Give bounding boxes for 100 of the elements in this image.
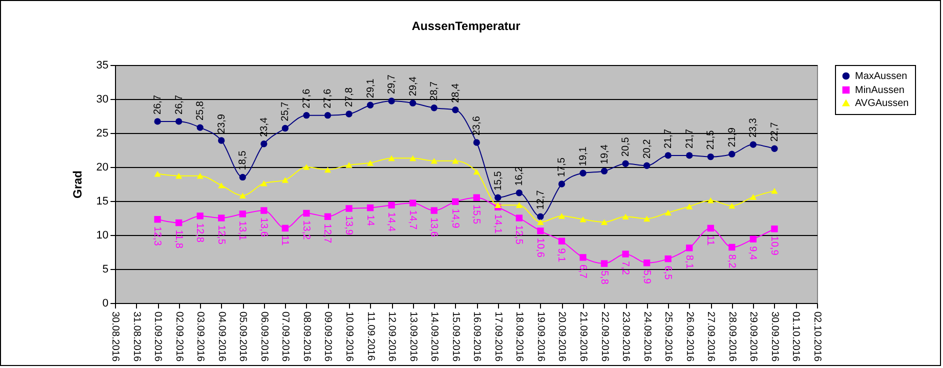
- x-tick-label: 28.09.2016: [726, 312, 738, 362]
- point: [580, 254, 586, 261]
- data-label: 14,1: [492, 214, 503, 234]
- data-label: 6,7: [577, 264, 588, 279]
- data-label: 11,8: [172, 230, 184, 249]
- point: [771, 145, 778, 152]
- point: [728, 244, 736, 251]
- point: [558, 180, 566, 188]
- point: [600, 219, 608, 225]
- point: [622, 160, 629, 167]
- x-tick-label: 02.10.2016: [812, 312, 822, 362]
- x-tick-label: 21.09.2016: [578, 312, 588, 362]
- data-label: 11: [279, 235, 290, 246]
- y-tick-label: 10: [96, 230, 108, 242]
- point: [516, 189, 523, 196]
- x-tick-label: 13.09.2016: [407, 312, 418, 362]
- point: [643, 162, 650, 169]
- point: [239, 192, 246, 198]
- point: [282, 177, 289, 183]
- point: [664, 152, 672, 159]
- point: [600, 168, 608, 174]
- x-tick-label: 06.09.2016: [258, 312, 270, 362]
- data-label: 14: [364, 214, 376, 226]
- data-label: 13,6: [258, 218, 269, 238]
- point: [260, 207, 268, 214]
- data-label: 26,7: [174, 94, 185, 114]
- point: [303, 164, 310, 170]
- x-tick-label: 02.09.2016: [173, 312, 184, 362]
- point: [430, 158, 438, 164]
- point: [750, 236, 757, 242]
- point: [430, 104, 438, 112]
- point: [516, 214, 523, 222]
- data-label: 6,5: [662, 266, 674, 280]
- x-tick-label: 17.09.2016: [492, 312, 504, 362]
- data-label: 14,9: [449, 208, 460, 229]
- x-tick-label: 27.09.2016: [705, 312, 716, 362]
- x-tick-label: 08.09.2016: [300, 312, 312, 362]
- x-tick-label: 01.10.2016: [790, 312, 802, 362]
- data-label: 8,2: [726, 254, 737, 269]
- data-label: 11: [704, 235, 716, 246]
- x-tick-label: 25.09.2016: [662, 312, 674, 362]
- x-tick-label: 24.09.2016: [641, 312, 652, 362]
- point: [409, 100, 416, 106]
- point: [686, 152, 693, 159]
- x-tick-label: 23.09.2016: [620, 312, 632, 362]
- data-label: 26,7: [152, 94, 164, 114]
- x-tick-label: 03.09.2016: [194, 312, 206, 362]
- point: [324, 166, 332, 173]
- point: [580, 216, 586, 222]
- point: [664, 210, 672, 216]
- data-label: 14,7: [406, 210, 418, 230]
- point: [537, 228, 544, 234]
- x-tick-label: 30.08.2016: [110, 312, 120, 362]
- point: [750, 194, 757, 200]
- point: [558, 213, 566, 219]
- point: [728, 202, 736, 209]
- point: [494, 194, 502, 201]
- point: [239, 174, 246, 181]
- point: [282, 224, 289, 232]
- point: [346, 162, 352, 168]
- point: [686, 244, 693, 252]
- point: [154, 118, 161, 125]
- point: [324, 112, 332, 119]
- data-label: 8,1: [683, 254, 694, 270]
- point: [600, 260, 608, 267]
- point: [282, 124, 289, 132]
- point: [260, 180, 268, 186]
- x-tick-label: 26.09.2016: [684, 312, 695, 362]
- x-tick-label: 14.09.2016: [428, 312, 440, 362]
- point: [303, 112, 310, 119]
- point: [580, 170, 586, 176]
- point: [537, 213, 544, 220]
- point: [664, 255, 672, 262]
- x-tick-label: 16.09.2016: [471, 312, 482, 362]
- data-label: 9,1: [556, 248, 567, 262]
- point: [473, 194, 480, 201]
- point: [324, 213, 332, 220]
- y-tick-label: 25: [96, 128, 108, 140]
- data-label: 12,8: [194, 222, 206, 243]
- data-label: 15,5: [492, 170, 504, 191]
- x-tick-label: 29.09.2016: [748, 312, 759, 362]
- data-label: 12,7: [322, 224, 333, 244]
- data-label: 20,2: [642, 138, 653, 159]
- y-axis-title: Grad: [70, 170, 84, 199]
- y-tick-label: 30: [96, 94, 108, 106]
- x-tick-label: 01.09.2016: [152, 312, 164, 362]
- point: [537, 219, 544, 225]
- y-tick-label: 5: [102, 264, 108, 276]
- data-label: 15,5: [470, 204, 482, 224]
- point: [218, 137, 225, 144]
- point: [558, 238, 566, 244]
- data-label: 23,9: [216, 114, 228, 134]
- point: [260, 140, 268, 148]
- point: [175, 172, 182, 179]
- data-label: 5,8: [598, 270, 610, 285]
- point: [452, 198, 459, 206]
- x-tick-label: 09.09.2016: [322, 312, 334, 362]
- y-tick-label: 15: [96, 196, 108, 208]
- data-label: 20,5: [620, 136, 632, 157]
- data-label: 25,7: [280, 101, 292, 122]
